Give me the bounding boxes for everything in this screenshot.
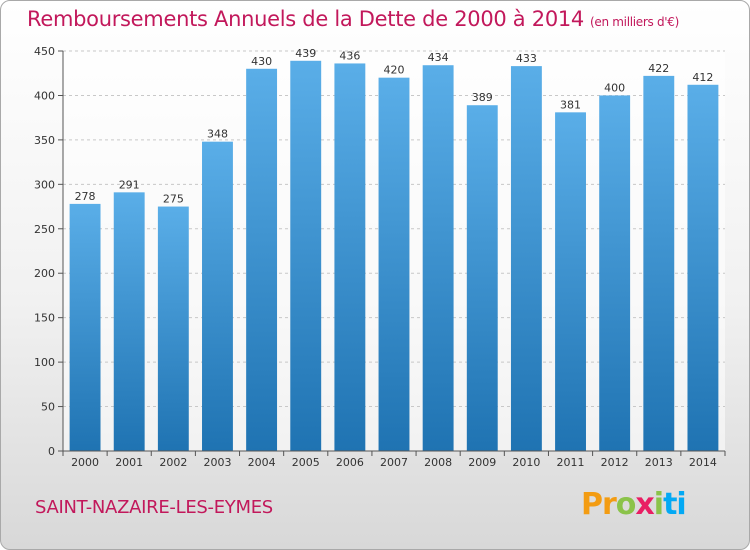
bar-value-label: 439 bbox=[295, 47, 316, 60]
bar bbox=[69, 203, 101, 451]
logo-letter: i bbox=[676, 487, 686, 522]
y-tick-label: 400 bbox=[34, 89, 55, 102]
x-axis: 2000 2001 2002 2003 2004 2005 2006 2007 2008 2009… bbox=[62, 450, 726, 469]
bar bbox=[510, 66, 542, 451]
bar bbox=[246, 68, 278, 452]
logo-letter: i bbox=[653, 487, 664, 522]
logo-letter: t bbox=[663, 487, 677, 522]
x-tick-label: 2000 bbox=[71, 456, 99, 469]
bar-value-label: 433 bbox=[516, 52, 537, 65]
bar-value-label: 400 bbox=[604, 81, 625, 94]
commune-name: SAINT-NAZAIRE-LES-EYMES bbox=[35, 497, 273, 518]
x-tick-label: 2008 bbox=[424, 456, 452, 469]
bar-chart: 278 291 275 348 430 439 436 420 434 389 433 381 400 4… bbox=[34, 45, 726, 469]
y-tick-label: 150 bbox=[34, 312, 55, 325]
bar-value-label: 291 bbox=[119, 178, 140, 191]
y-axis: 0 50 100 150 200 250 300 350 400 450 bbox=[34, 45, 64, 458]
logo-letter: P bbox=[581, 487, 603, 522]
x-tick-label: 2001 bbox=[115, 456, 143, 469]
y-tick-label: 0 bbox=[48, 445, 55, 458]
bar bbox=[334, 63, 366, 451]
bar bbox=[290, 60, 322, 452]
logo-letter: o bbox=[615, 487, 637, 522]
bar bbox=[113, 192, 145, 452]
x-tick-label: 2003 bbox=[203, 456, 231, 469]
bar-value-label: 412 bbox=[692, 71, 713, 84]
y-tick-label: 50 bbox=[41, 401, 55, 414]
bar bbox=[687, 84, 719, 452]
chart-title: Remboursements Annuels de la Dette de 20… bbox=[27, 7, 679, 31]
bar bbox=[555, 112, 586, 451]
logo-letter: r bbox=[602, 487, 617, 522]
y-tick-label: 250 bbox=[34, 223, 55, 236]
bar bbox=[466, 105, 498, 451]
bar-value-label: 422 bbox=[648, 62, 669, 75]
bar bbox=[157, 206, 189, 451]
chart-title-text: Remboursements Annuels de la Dette de 20… bbox=[27, 7, 584, 31]
bar bbox=[202, 141, 233, 451]
x-tick-label: 2009 bbox=[468, 456, 496, 469]
y-tick-label: 450 bbox=[34, 45, 55, 58]
x-tick-label: 2014 bbox=[689, 456, 717, 469]
x-tick-label: 2004 bbox=[248, 456, 276, 469]
y-tick-label: 300 bbox=[34, 178, 55, 191]
y-tick-label: 200 bbox=[34, 267, 55, 280]
x-tick-label: 2006 bbox=[336, 456, 364, 469]
bar-value-label: 434 bbox=[428, 51, 449, 64]
x-tick-label: 2007 bbox=[380, 456, 408, 469]
bar bbox=[378, 77, 410, 452]
bar-value-label: 389 bbox=[472, 91, 493, 104]
bar-value-label: 436 bbox=[339, 49, 360, 62]
x-tick-label: 2012 bbox=[601, 456, 629, 469]
bar bbox=[422, 65, 454, 451]
logo-letter: x bbox=[635, 487, 654, 522]
x-tick-label: 2010 bbox=[512, 456, 540, 469]
bar-value-label: 348 bbox=[207, 128, 228, 141]
proxiti-logo[interactable]: Proxiti bbox=[581, 487, 687, 522]
bar bbox=[599, 95, 631, 451]
x-tick-label: 2002 bbox=[159, 456, 187, 469]
x-tick-label: 2005 bbox=[292, 456, 320, 469]
bar-value-label: 381 bbox=[560, 98, 581, 111]
y-tick-label: 100 bbox=[34, 356, 55, 369]
bar-series: 278 291 275 348 430 439 436 420 434 389 433 381 400 4… bbox=[69, 47, 719, 452]
chart-subtitle: (en milliers d'€) bbox=[590, 15, 680, 29]
bar-value-label: 420 bbox=[384, 64, 405, 77]
bar-value-label: 430 bbox=[251, 55, 272, 68]
x-tick-label: 2013 bbox=[645, 456, 673, 469]
y-tick-label: 350 bbox=[34, 134, 55, 147]
bar bbox=[643, 75, 675, 451]
x-tick-label: 2011 bbox=[557, 456, 585, 469]
bar-value-label: 275 bbox=[163, 193, 184, 206]
bar-value-label: 278 bbox=[75, 190, 96, 203]
